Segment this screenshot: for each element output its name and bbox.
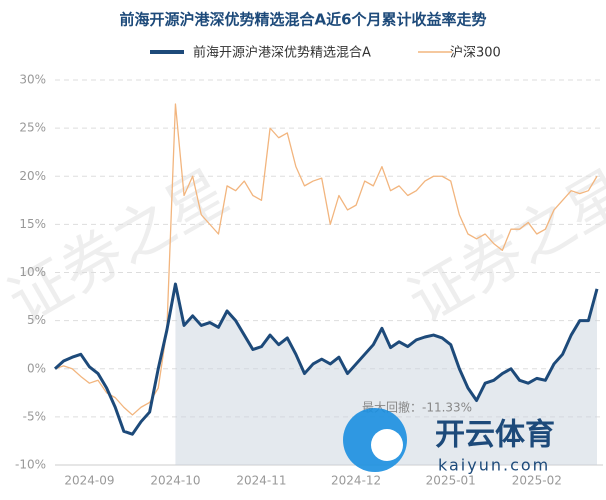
- y-tick-label: -10%: [15, 458, 46, 472]
- y-tick-label: 20%: [19, 169, 46, 183]
- plot: -10% -5% 0% 5% 10% 15% 20% 25% 30% 2024-09 2024-10…: [15, 73, 603, 488]
- logo-text: 开云体育: [435, 418, 555, 453]
- watermark: 证券之星: [0, 157, 240, 338]
- y-tick-label: -5%: [23, 409, 46, 423]
- legend-label: 沪深300: [450, 45, 501, 61]
- chart-title: 前海开源沪港深优势精选混合A近6个月累计收益率走势: [119, 11, 486, 29]
- logo-ball: [371, 429, 403, 461]
- x-tick-label: 2024-10: [150, 474, 200, 488]
- annotation: 最大回撤：-11.33%: [362, 400, 472, 415]
- logo: 开云体育 kaiyun.com: [343, 408, 555, 475]
- x-tick-label: 2024-09: [64, 474, 114, 488]
- legend-label: 前海开源沪港深优势精选混合A: [193, 45, 371, 61]
- y-tick-label: 0%: [27, 361, 46, 375]
- y-tick-label: 10%: [19, 265, 46, 279]
- y-tick-label: 25%: [19, 121, 46, 135]
- watermark: 证券之星: [397, 157, 606, 338]
- y-tick-label: 15%: [19, 217, 46, 231]
- x-tick-label: 2024-11: [236, 474, 286, 488]
- x-tick-label: 2024-12: [331, 474, 381, 488]
- x-tick-label: 2025-01: [426, 474, 476, 488]
- logo-url: kaiyun.com: [438, 456, 550, 475]
- drawdown-area: [175, 284, 597, 465]
- y-tick-label: 5%: [27, 313, 46, 327]
- series-line: [54, 103, 598, 416]
- y-tick-label: 30%: [19, 73, 46, 87]
- x-tick-label: 2025-02: [512, 474, 562, 488]
- series-line: [53, 282, 599, 436]
